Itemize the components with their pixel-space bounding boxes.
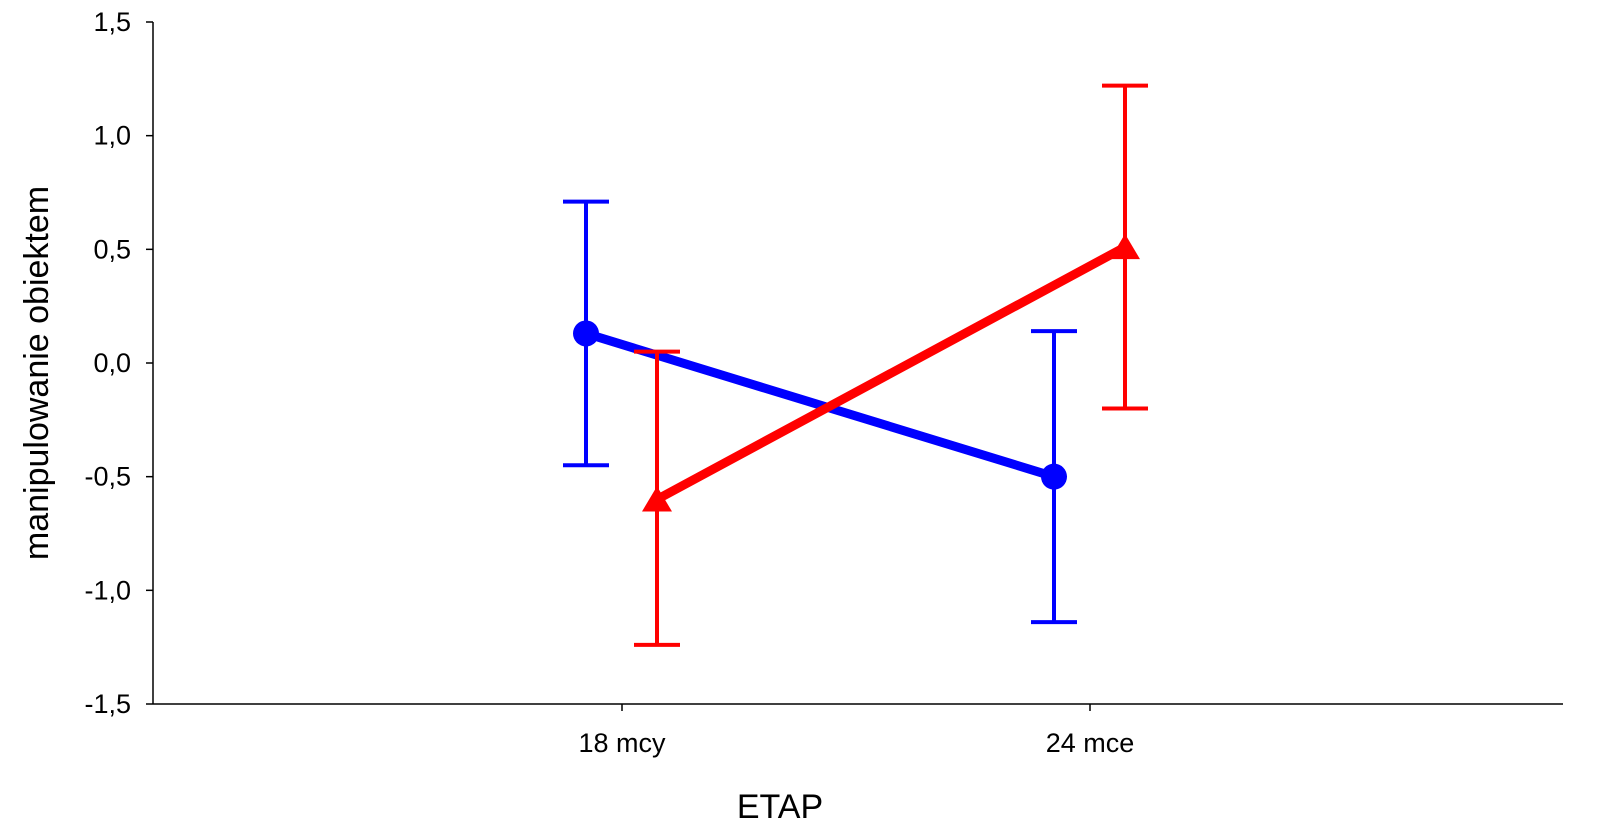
axes: [152, 22, 1563, 705]
data-point: [642, 486, 672, 512]
data-point: [1041, 463, 1067, 490]
series-1: [563, 199, 1077, 625]
series-2: [634, 83, 1148, 647]
y-axis-title: manipulowanie obiektem: [18, 186, 56, 560]
series-line: [652, 242, 1130, 504]
y-tick-label: 1,0: [93, 121, 131, 151]
x-tick-label: 18 mcy: [578, 728, 666, 758]
series-layer: [563, 83, 1148, 647]
data-point: [1110, 233, 1140, 260]
y-tick-label: -1,5: [84, 689, 131, 719]
data-point: [573, 320, 599, 347]
y-tick-label: -1,0: [84, 575, 131, 605]
y-tick-label: -0,5: [84, 462, 131, 492]
y-ticks: 1,5 1,0 0,5 0,0 -0,5 -1,0 -1,5: [84, 7, 153, 719]
series-line: [581, 328, 1059, 482]
y-tick-label: 1,5: [93, 7, 131, 37]
y-tick-label: 0,0: [93, 348, 131, 378]
x-tick-label: 24 mce: [1046, 728, 1135, 758]
y-tick-label: 0,5: [93, 234, 131, 264]
x-ticks: 18 mcy 24 mce: [578, 704, 1134, 758]
x-axis-title: ETAP: [737, 788, 823, 826]
